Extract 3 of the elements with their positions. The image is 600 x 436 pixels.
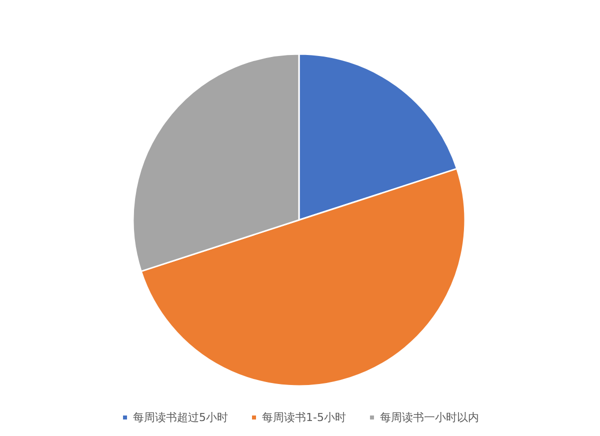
legend-label: 每周读书1-5小时 xyxy=(262,411,346,424)
legend-label: 每周读书超过5小时 xyxy=(133,411,228,424)
legend-label: 每周读书一小时以内 xyxy=(380,411,479,424)
